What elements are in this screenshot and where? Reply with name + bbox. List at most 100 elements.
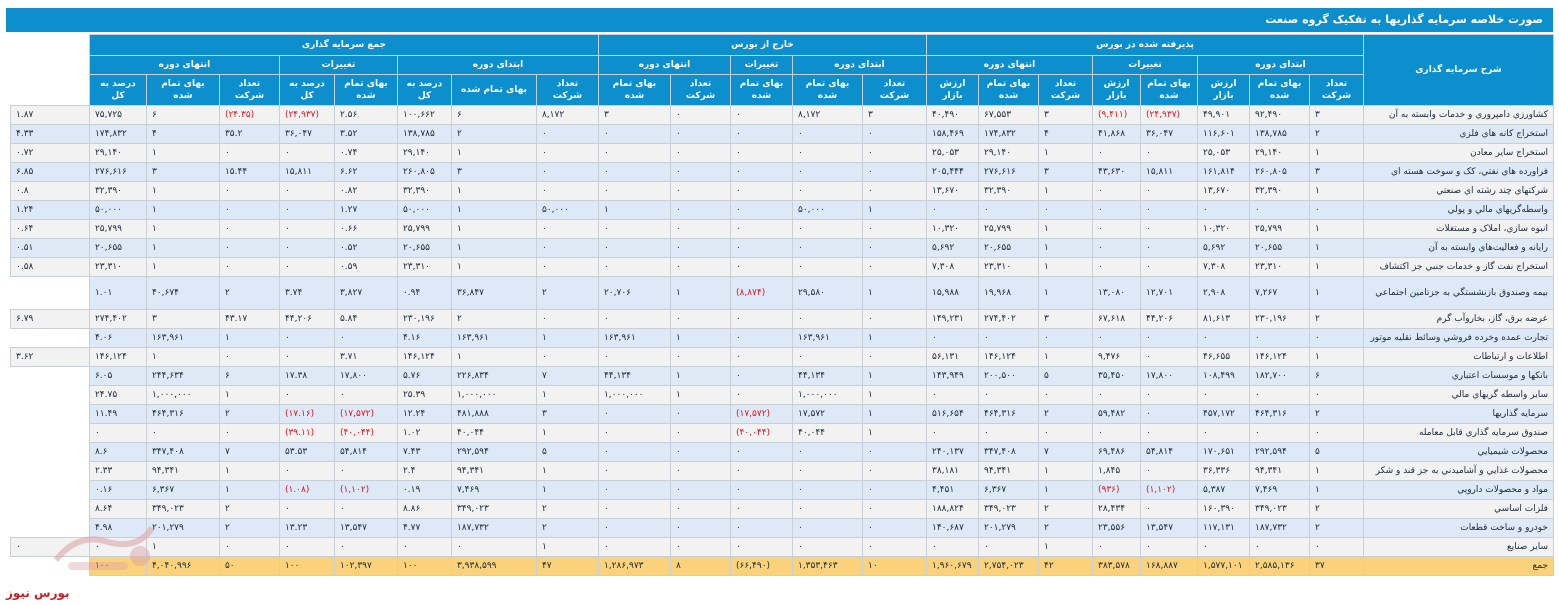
table-cell: ۶.۰۵ [88,366,147,386]
table-cell: ۹۴,۳۴۱ [145,461,220,481]
table-cell: ۰ [1249,385,1310,405]
table-cell: ۰ [597,181,671,201]
table-cell: ۱ [1038,181,1093,201]
table-row: ساير واسطه گريهاي مالي ۰ ۰ ۰ ۰ ۰ ۰ ۰ ۰ ۱ ۱,۰۰۰,۰۰۰… [11,385,1554,405]
table-cell: ۲۵,۷۹۹ [88,219,147,239]
table-cell: ۲۷۶,۶۱۶ [978,162,1039,182]
table-cell: ۱۴۶,۱۲۴ [978,347,1039,367]
table-cell: ۲ [1038,499,1093,519]
unlisted-start-header: ابتدای دوره [791,55,927,75]
table-cell: ۰.۶۶ [333,219,398,239]
col-header-count: تعداد شرکت [1038,74,1093,106]
table-cell: ۰ [729,257,793,277]
table-cell: ۰ [1249,200,1310,220]
table-cell: ۵ [1309,442,1364,462]
table-cell: ۰ [861,181,927,201]
table-cell: ۰ [1309,423,1364,443]
table-cell: ۰ [978,423,1039,443]
table-cell: ۳ [535,404,599,424]
table-cell: ۲۵,۰۵۳ [925,143,980,163]
table-cell: ۰ [791,309,863,329]
table-cell: ۰ [1249,423,1310,443]
table-cell: ۳۶,۰۴۷ [1140,124,1198,144]
table-row: محصولات شيميايي ۵ ۲۹۲,۵۹۴ ۱۷۰,۶۵۱ ۵۴,۸۱۴ ۶۹,۴… [11,442,1554,462]
table-cell: ۰ [791,499,863,519]
table-cell: (۱.۰۸) [278,480,335,500]
row-name: سرمايه گذاريها [1363,404,1554,424]
table-row: سرمايه گذاريها ۲ ۴۶۴,۳۱۶ ۴۵۷,۱۷۲ ۰ ۵۹,۴۸۲ ۲ ۴۶۴… [11,404,1554,424]
table-cell: ۱۰,۳۲۰ [1197,219,1250,239]
table-cell: ۰ [861,124,927,144]
table-cell: ۵۹,۴۸۲ [1092,404,1141,424]
table-cell: ۰ [861,143,927,163]
table-row: تجارت عمده وخرده فروشي وسائط نقليه موتور… [11,328,1554,348]
table-cell: ۱ [535,537,599,557]
table-cell: ۷.۴۳ [396,442,452,462]
col-header-cost: بهای تمام شده [1249,74,1310,106]
table-cell: ۲ [218,499,280,519]
table-cell: ۴۶۴,۳۱۶ [978,404,1039,424]
table-cell: ۰ [1140,219,1198,239]
table-cell: ۰ [218,181,280,201]
table-cell: ۱ [1309,238,1364,258]
table-cell: ۳۲,۳۹۰ [1249,181,1310,201]
row-label-header: شرح سرمایه گذاری [1363,34,1554,106]
table-cell: ۰ [597,518,671,538]
table-cell: ۱۵.۴۴ [218,162,280,182]
table-cell: ۰ [729,537,793,557]
table-cell: ۰ [218,143,280,163]
table-cell: ۲۰۱,۲۷۹ [145,518,220,538]
row-name: فلزات اساسي [1363,499,1554,519]
table-cell: (۱,۱۰۲) [1140,480,1198,500]
table-cell: ۱۶۳,۹۶۱ [450,328,537,348]
table-cell: ۳۲,۳۹۰ [396,181,452,201]
col-header-cost: بهای تمام شده [729,74,793,106]
table-cell: ۸۱,۶۱۳ [1197,309,1250,329]
table-cell: ۸ [669,556,731,576]
table-cell: ۲۴۰,۱۳۷ [925,442,980,462]
listed-group-header: پذیرفته شده در بورس [925,34,1365,56]
table-cell: ۱ [218,328,280,348]
table-cell: ۲۸,۴۳۴ [1092,499,1141,519]
table-cell: ۱ [450,257,537,277]
table-cell: ۱ [535,461,599,481]
row-name: خودرو و ساخت قطعات [1363,518,1554,538]
table-cell: ۵,۶۹۲ [925,238,980,258]
table-cell: ۱,۰۰۰,۰۰۰ [597,385,671,405]
table-cell: ۰ [861,219,927,239]
table-cell: ۰ [597,309,671,329]
table-cell: ۱,۵۷۷,۱۰۱ [1197,556,1250,576]
table-cell: ۰.۵۱ [10,238,90,258]
table-cell: ۰ [145,423,220,443]
table-cell: ۲۹,۱۴۰ [396,143,452,163]
table-cell: ۵ [535,442,599,462]
table-cell: ۷,۴۶۹ [1249,480,1310,500]
table-cell: ۰ [333,499,398,519]
table-cell: ۰ [669,499,731,519]
table-cell: ۲ [1038,518,1093,538]
table-cell: ۳.۵۲ [333,124,398,144]
table-cell: ۰ [925,385,980,405]
table-cell: ۱۰ [861,556,927,576]
table-cell: ۳۴۹,۰۲۳ [450,499,537,519]
table-cell: ۱۳۸,۷۸۵ [396,124,452,144]
table-cell: ۵.۷۶ [396,366,452,386]
table-cell: ۸.۶۴ [88,499,147,519]
table-cell: ۰ [88,423,147,443]
table-cell: ۰ [218,238,280,258]
table-cell: ۱ [861,200,927,220]
table-cell: ۰ [669,518,731,538]
table-cell: ۴۴,۱۳۴ [597,366,671,386]
table-cell: ۰ [729,328,793,348]
table-cell: ۰ [791,162,863,182]
table-cell: ۲۳,۳۱۰ [396,257,452,277]
table-cell: ۰ [669,257,731,277]
table-cell: ۲۳۰,۱۹۶ [1249,309,1310,329]
table-cell: ۳ [1309,162,1364,182]
table-cell: ۴۵۷,۱۷۲ [1197,404,1250,424]
row-name: ساير صنايع [1363,537,1554,557]
table-cell: ۲۹۲,۵۹۴ [450,442,537,462]
table-cell: ۰ [1140,347,1198,367]
table-cell: ۹,۴۷۶ [1092,347,1141,367]
table-cell: ۴.۰۶ [88,328,147,348]
